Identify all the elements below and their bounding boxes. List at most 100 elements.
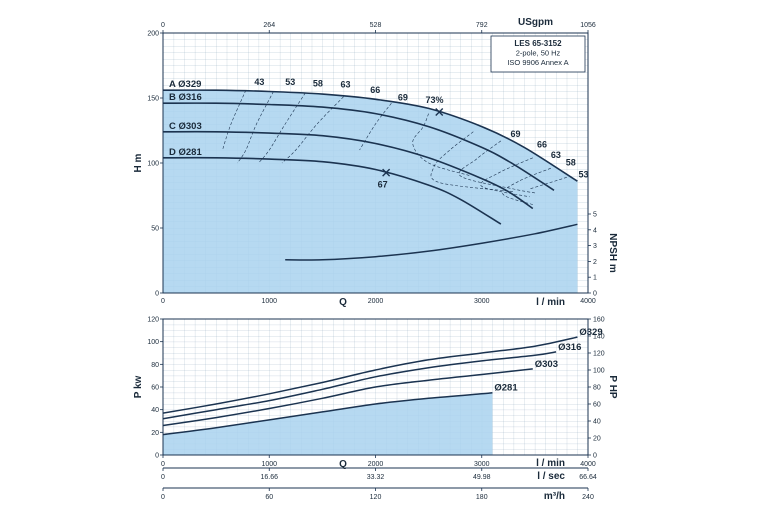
bep-marker <box>435 108 444 117</box>
efficiency-label: 53 <box>285 77 295 87</box>
x-tick-label: 16.66 <box>260 474 278 481</box>
x2-axis-unit: USgpm <box>518 17 553 28</box>
efficiency-label: 63 <box>551 150 561 160</box>
curve-label-a: A Ø329 <box>169 79 201 90</box>
head-curve <box>162 130 534 210</box>
y2-tick-label: 100 <box>593 368 605 375</box>
y-tick-label: 20 <box>151 430 159 437</box>
x-axis-unit: m³/h <box>544 491 565 502</box>
y2-tick-label: 4 <box>593 227 597 234</box>
power-curve-label: Ø281 <box>494 383 518 394</box>
y-tick-label: 80 <box>151 362 159 369</box>
y-tick-label: 0 <box>155 453 159 460</box>
efficiency-label: 43 <box>254 77 264 87</box>
y2-tick-label: 120 <box>593 351 605 358</box>
y2-tick-label: 2 <box>593 259 597 266</box>
x-tick-label: 49.98 <box>473 474 491 481</box>
efficiency-iso-line <box>222 90 247 151</box>
x-tick-label: 2000 <box>368 298 384 305</box>
model-info-line: 2-pole, 50 Hz <box>516 49 561 58</box>
y-tick-label: 200 <box>147 31 159 38</box>
y-tick-label: 50 <box>151 226 159 233</box>
x-tick-label: 2000 <box>368 461 384 468</box>
x-tick-label: 0 <box>161 474 165 481</box>
x-tick-label: 180 <box>476 494 488 501</box>
y2-axis-title: P HP <box>607 375 618 398</box>
y-tick-label: 100 <box>147 339 159 346</box>
x-tick-label: 4000 <box>580 298 596 305</box>
x2-tick-label: 1056 <box>580 22 596 29</box>
efficiency-iso-line <box>529 177 567 190</box>
y-tick-label: 60 <box>151 385 159 392</box>
y-tick-label: 120 <box>147 317 159 324</box>
efficiency-label: 66 <box>537 139 547 149</box>
y2-tick-label: 20 <box>593 436 601 443</box>
efficiency-iso-line <box>359 103 392 151</box>
efficiency-label: 63 <box>340 80 350 90</box>
y-axis-title: H m <box>133 153 144 172</box>
model-info-line: ISO 9906 Annex A <box>507 58 568 67</box>
y2-tick-label: 40 <box>593 419 601 426</box>
model-info-line: LES 65-3152 <box>514 39 562 48</box>
bep-marker <box>382 168 391 177</box>
x-axis-title: Q <box>339 297 347 308</box>
efficiency-iso-line <box>480 157 533 198</box>
efficiency-label: 66 <box>370 85 380 95</box>
x-tick-label: 240 <box>582 494 594 501</box>
x-tick-label: 66.64 <box>579 474 597 481</box>
y-tick-label: 100 <box>147 161 159 168</box>
x-axis-unit: l / min <box>536 297 565 308</box>
y-tick-label: 40 <box>151 407 159 414</box>
x2-tick-label: 0 <box>161 22 165 29</box>
head-curve <box>162 89 578 182</box>
y2-tick-label: 80 <box>593 385 601 392</box>
model-info-box <box>490 35 586 73</box>
operating-range-area <box>163 90 578 293</box>
y2-tick-label: 3 <box>593 243 597 250</box>
x-tick-label: 0 <box>161 461 165 468</box>
y2-tick-label: 5 <box>593 212 597 219</box>
y2-tick-label: 60 <box>593 402 601 409</box>
efficiency-label: 69 <box>398 93 408 103</box>
y2-tick-label: 1 <box>593 275 597 282</box>
y-axis-title: P kw <box>133 375 144 398</box>
npsh-curve <box>285 223 578 261</box>
x-tick-label: 1000 <box>261 298 277 305</box>
efficiency-label: 53 <box>578 169 588 179</box>
curve-label-c: C Ø303 <box>169 121 202 132</box>
efficiency-label: 69 <box>510 129 520 139</box>
x-tick-label: 0 <box>161 494 165 501</box>
x2-tick-label: 528 <box>370 22 382 29</box>
power-curve <box>162 368 533 427</box>
efficiency-label: 73% <box>425 95 443 105</box>
power-curve-label: Ø316 <box>558 342 581 353</box>
efficiency-label: 58 <box>313 78 323 88</box>
power-curve-label: Ø303 <box>535 359 558 370</box>
efficiency-label: 58 <box>566 158 576 168</box>
power-curve <box>162 391 493 436</box>
efficiency-iso-line <box>237 91 274 164</box>
x-tick-label: 1000 <box>261 461 277 468</box>
y-tick-label: 0 <box>155 291 159 298</box>
y2-axis-title: NPSH m <box>607 233 618 273</box>
x-axis-title: Q <box>339 459 347 470</box>
head-curve <box>162 102 555 191</box>
efficiency-label: 67 <box>378 180 388 190</box>
y2-tick-label: 140 <box>593 334 605 341</box>
efficiency-iso-line <box>502 167 551 205</box>
curve-label-b: B Ø316 <box>169 92 202 103</box>
power-curve-label: Ø329 <box>579 327 602 338</box>
y2-tick-label: 0 <box>593 453 597 460</box>
x2-tick-label: 264 <box>263 22 275 29</box>
operating-range-area <box>163 392 493 455</box>
head-curve <box>162 156 502 225</box>
power-curve <box>162 351 557 420</box>
efficiency-iso-line <box>458 140 535 194</box>
y-tick-label: 150 <box>147 96 159 103</box>
x-axis-unit: l / min <box>536 458 565 469</box>
efficiency-iso-line <box>430 131 514 192</box>
x2-tick-label: 792 <box>476 22 488 29</box>
x-tick-label: 60 <box>265 494 273 501</box>
